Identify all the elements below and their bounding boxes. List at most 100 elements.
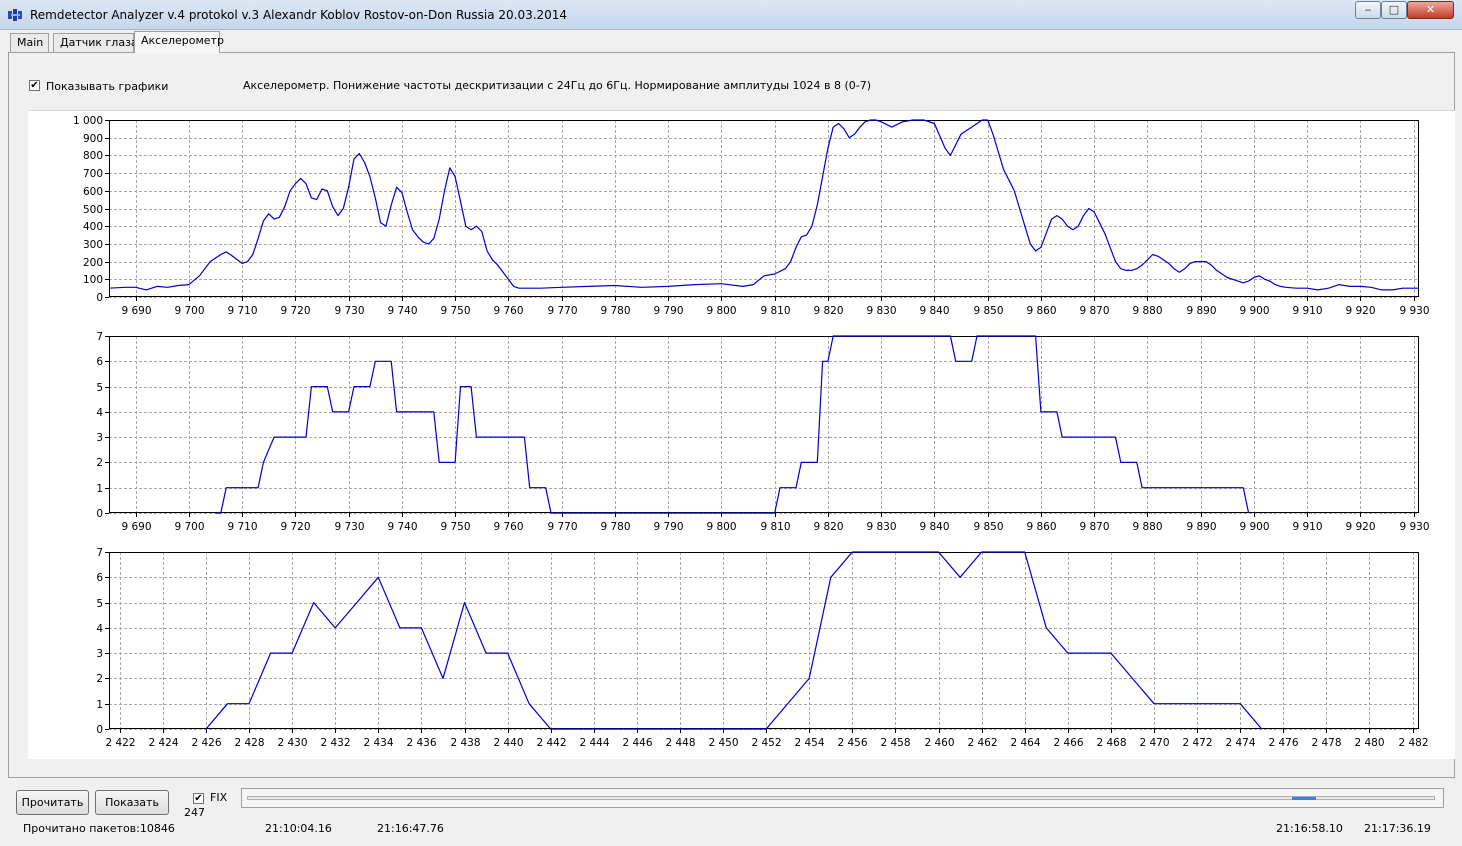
maximize-button[interactable]: □ xyxy=(1381,1,1407,19)
x-tick-label: 9 850 xyxy=(973,521,1003,533)
x-tick-label: 9 930 xyxy=(1399,305,1429,317)
x-tick-label: 9 840 xyxy=(919,521,949,533)
y-tick-label: 6 xyxy=(96,572,103,584)
x-tick-label: 2 478 xyxy=(1311,737,1341,749)
x-tick-label: 9 800 xyxy=(706,521,736,533)
tab-label: Main xyxy=(17,36,44,49)
x-tick-label: 2 442 xyxy=(536,737,566,749)
x-tick-label: 2 454 xyxy=(794,737,824,749)
x-tick-label: 9 890 xyxy=(1186,521,1216,533)
plot-area-1 xyxy=(109,120,1419,297)
x-tick-label: 2 464 xyxy=(1010,737,1040,749)
plot-area-3 xyxy=(109,552,1419,729)
x-tick-label: 2 430 xyxy=(277,737,307,749)
x-tick-label: 9 750 xyxy=(440,305,470,317)
fix-checkbox[interactable]: ✔ xyxy=(193,793,204,804)
x-tick-label: 2 444 xyxy=(579,737,609,749)
x-tick-label: 9 770 xyxy=(547,521,577,533)
tab-accelerometer[interactable]: Акселерометр xyxy=(134,31,224,53)
x-tick-label: 2 458 xyxy=(880,737,910,749)
packets-read-status: Прочитано пакетов:10846 xyxy=(23,822,175,835)
x-tick-label: 9 920 xyxy=(1345,521,1375,533)
y-tick-label: 600 xyxy=(83,186,103,198)
x-tick-label: 9 830 xyxy=(866,305,896,317)
x-tick-label: 2 446 xyxy=(622,737,652,749)
maximize-icon: □ xyxy=(1388,3,1400,16)
series-line-2 xyxy=(215,335,1250,514)
x-tick-label: 2 452 xyxy=(751,737,781,749)
x-tick-label: 9 770 xyxy=(547,305,577,317)
minimize-button[interactable]: ‒ xyxy=(1355,1,1381,19)
x-tick-label: 9 730 xyxy=(334,521,364,533)
y-tick-label: 2 xyxy=(96,673,103,685)
show-graphs-checkbox[interactable]: ✔ xyxy=(29,80,40,91)
x-tick-label: 9 840 xyxy=(919,305,949,317)
x-tick-label: 9 700 xyxy=(174,305,204,317)
y-tick-label: 1 000 xyxy=(73,115,103,127)
x-tick-label: 2 448 xyxy=(665,737,695,749)
x-tick-label: 9 760 xyxy=(493,521,523,533)
tab-main[interactable]: Main xyxy=(10,33,49,52)
x-tick-label: 9 900 xyxy=(1239,305,1269,317)
x-tick-label: 9 880 xyxy=(1132,521,1162,533)
x-tick-label: 2 474 xyxy=(1225,737,1255,749)
x-tick-label: 9 760 xyxy=(493,305,523,317)
x-tick-label: 2 436 xyxy=(406,737,436,749)
x-tick-label: 9 860 xyxy=(1026,305,1056,317)
y-tick-label: 0 xyxy=(96,724,103,736)
x-tick-label: 9 870 xyxy=(1079,521,1109,533)
plot-border xyxy=(109,120,1419,297)
x-tick-label: 9 800 xyxy=(706,305,736,317)
x-tick-label: 2 472 xyxy=(1182,737,1212,749)
x-tick-label: 9 810 xyxy=(760,305,790,317)
x-tick-label: 9 880 xyxy=(1132,305,1162,317)
y-tick-label: 800 xyxy=(83,150,103,162)
plot-area-2 xyxy=(109,336,1419,513)
x-tick-label: 9 790 xyxy=(653,305,683,317)
x-tick-label: 9 780 xyxy=(600,305,630,317)
x-tick-label: 2 426 xyxy=(191,737,221,749)
accelerometer-description: Акселерометр. Понижение частоты дескрити… xyxy=(243,79,872,92)
close-icon: ✕ xyxy=(1425,3,1436,16)
x-tick-label: 9 690 xyxy=(121,305,151,317)
y-tick-label: 0 xyxy=(96,508,103,520)
check-icon: ✔ xyxy=(194,793,203,804)
x-tick-label: 9 810 xyxy=(760,521,790,533)
read-button[interactable]: Прочитать xyxy=(16,790,89,815)
x-tick-label: 2 450 xyxy=(708,737,738,749)
y-tick-label: 0 xyxy=(96,292,103,304)
x-tick-label: 9 730 xyxy=(334,305,364,317)
view-end-time: 21:16:58.10 xyxy=(1276,822,1343,835)
y-tick-label: 1 xyxy=(96,483,103,495)
y-tick-label: 700 xyxy=(83,168,103,180)
y-tick-label: 4 xyxy=(96,623,103,635)
x-tick-label: 9 750 xyxy=(440,521,470,533)
start-time: 21:10:04.16 xyxy=(265,822,332,835)
timeline-slider[interactable] xyxy=(241,788,1444,808)
series-line-1 xyxy=(108,119,1419,291)
view-start-time: 21:16:47.76 xyxy=(377,822,444,835)
end-time: 21:17:36.19 xyxy=(1364,822,1431,835)
x-tick-label: 9 740 xyxy=(387,521,417,533)
show-button-label: Показать xyxy=(105,796,159,809)
y-tick-label: 3 xyxy=(96,432,103,444)
x-tick-label: 9 720 xyxy=(280,521,310,533)
slider-thumb[interactable] xyxy=(1292,797,1316,800)
tab-eye-sensor[interactable]: Датчик глаза xyxy=(53,33,138,52)
x-tick-label: 2 482 xyxy=(1398,737,1428,749)
x-tick-label: 9 830 xyxy=(866,521,896,533)
x-tick-label: 2 476 xyxy=(1268,737,1298,749)
x-tick-label: 9 720 xyxy=(280,305,310,317)
x-tick-label: 9 780 xyxy=(600,521,630,533)
x-tick-label: 9 710 xyxy=(227,521,257,533)
close-button[interactable]: ✕ xyxy=(1407,1,1454,19)
show-button[interactable]: Показать xyxy=(95,790,169,815)
x-tick-label: 9 820 xyxy=(813,521,843,533)
x-tick-label: 2 438 xyxy=(450,737,480,749)
x-tick-label: 2 434 xyxy=(363,737,393,749)
slider-track xyxy=(247,796,1435,800)
y-tick-label: 5 xyxy=(96,598,103,610)
x-tick-label: 9 860 xyxy=(1026,521,1056,533)
y-tick-label: 300 xyxy=(83,239,103,251)
x-tick-label: 9 870 xyxy=(1079,305,1109,317)
